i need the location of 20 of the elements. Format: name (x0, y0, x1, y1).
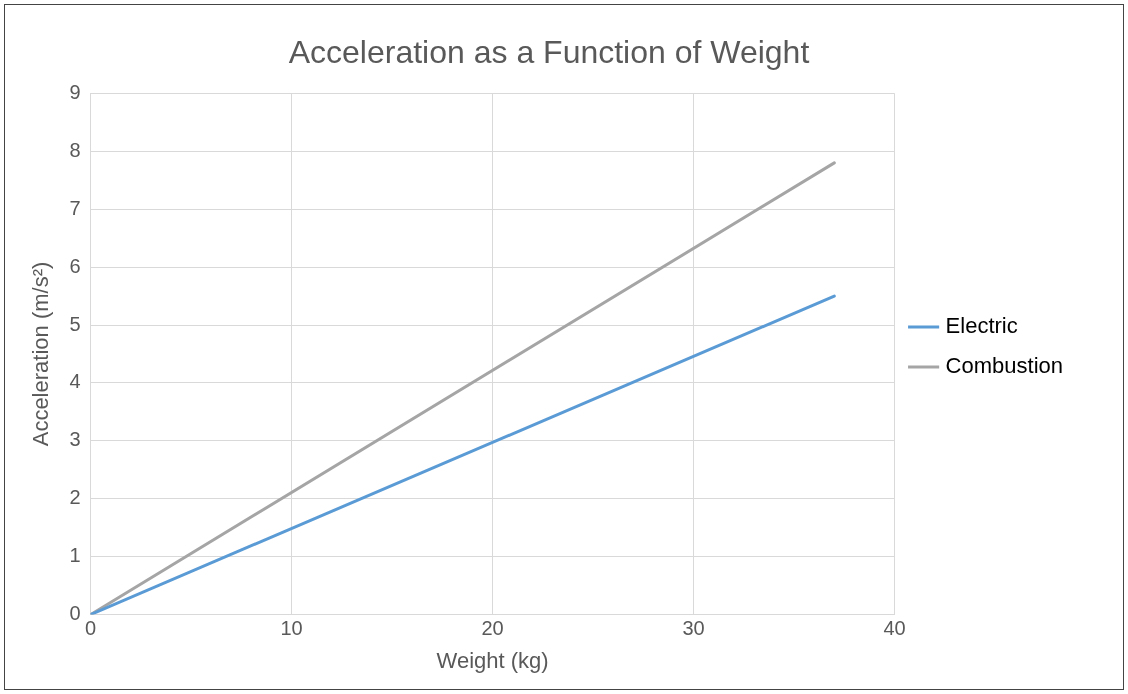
y-tick-label: 0 (69, 602, 81, 625)
y-tick-label: 7 (69, 196, 81, 219)
y-tick-label: 2 (69, 486, 81, 509)
x-tick-label: 10 (280, 617, 303, 640)
y-tick-label: 3 (69, 428, 81, 451)
x-tick-label: 40 (883, 617, 906, 640)
y-tick-label: 5 (69, 312, 81, 335)
x-axis-title: Weight (kg) (436, 647, 549, 673)
y-axis-title: Acceleration (m/s²) (28, 261, 54, 447)
chart-title: Acceleration as a Function of Weight (288, 34, 810, 71)
legend-label: Electric (945, 313, 1018, 339)
y-tick-label: 8 (69, 138, 81, 161)
x-tick-label: 20 (481, 617, 504, 640)
y-tick-label: 1 (69, 544, 81, 567)
x-tick-label: 30 (682, 617, 705, 640)
x-tick-label: 0 (84, 617, 97, 640)
legend-label: Combustion (945, 353, 1063, 379)
y-tick-label: 9 (69, 80, 81, 103)
y-tick-label: 6 (69, 254, 81, 277)
y-tick-label: 4 (69, 370, 81, 393)
